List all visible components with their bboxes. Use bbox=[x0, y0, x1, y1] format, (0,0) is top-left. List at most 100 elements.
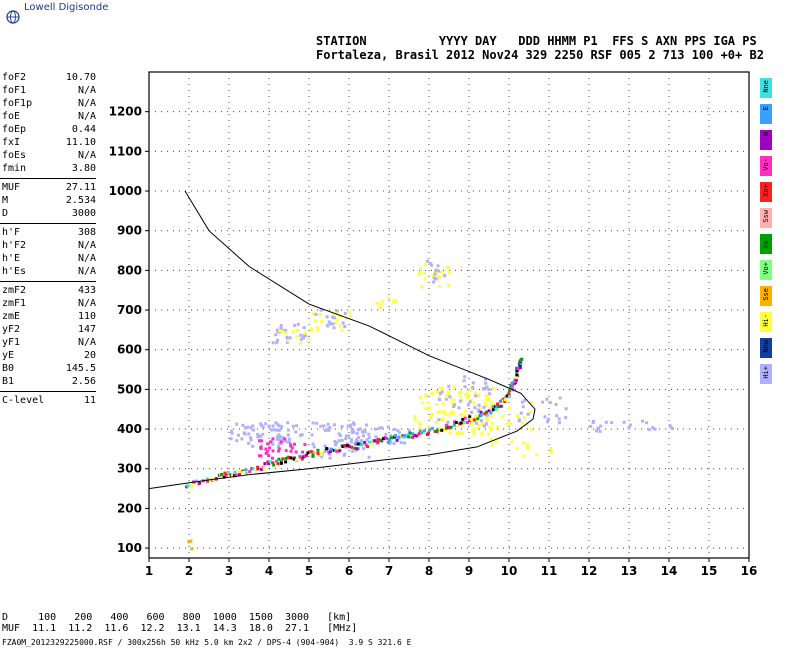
echo-point bbox=[441, 402, 445, 406]
echo-point bbox=[483, 377, 487, 381]
echo-point bbox=[241, 423, 245, 427]
echo-point bbox=[277, 434, 281, 438]
o-trace-point bbox=[376, 437, 380, 441]
param-row: zmE 110 bbox=[0, 311, 96, 324]
o-trace-point bbox=[328, 450, 332, 454]
o-trace-point bbox=[498, 399, 502, 403]
o-trace-point bbox=[224, 473, 228, 477]
echo-point bbox=[478, 406, 482, 410]
echo-point bbox=[391, 300, 395, 304]
o-trace-point bbox=[370, 442, 374, 446]
echo-point bbox=[589, 424, 593, 428]
o-trace-point bbox=[206, 479, 210, 483]
echo-point bbox=[474, 421, 478, 425]
echo-point bbox=[516, 414, 520, 418]
x-tick-label: 12 bbox=[581, 564, 598, 578]
echo-point bbox=[311, 451, 315, 455]
echo-point bbox=[345, 442, 349, 446]
echo-point bbox=[487, 398, 491, 402]
echo-point bbox=[320, 455, 324, 459]
echo-point bbox=[271, 424, 275, 428]
echo-point bbox=[249, 436, 253, 440]
x-tick-label: 16 bbox=[741, 564, 758, 578]
globe-icon bbox=[6, 10, 20, 24]
echo-point bbox=[453, 403, 457, 407]
echo-point bbox=[480, 432, 484, 436]
echo-point bbox=[489, 437, 493, 441]
echo-point bbox=[489, 415, 493, 419]
echo-point bbox=[447, 390, 451, 394]
echo-point bbox=[452, 385, 456, 389]
param-row: yF1 N/A bbox=[0, 337, 96, 350]
echo-point bbox=[244, 426, 248, 430]
o-trace-point bbox=[259, 467, 263, 471]
echo-point bbox=[284, 329, 288, 333]
o-trace-point bbox=[395, 438, 399, 442]
y-tick-label: 900 bbox=[117, 224, 142, 238]
echo-point bbox=[367, 436, 371, 440]
param-name: zmF1 bbox=[2, 298, 27, 309]
file-info-line: FZA0M_2012329225000.RSF / 300x256h 50 kH… bbox=[2, 638, 412, 647]
o-trace-point bbox=[383, 436, 387, 440]
echo-point bbox=[322, 424, 326, 428]
param-row: B0 145.5 bbox=[0, 363, 96, 376]
o-trace-point bbox=[230, 473, 234, 477]
echo-point bbox=[486, 395, 490, 399]
legend-swatch bbox=[760, 208, 772, 228]
o-trace-point bbox=[463, 416, 467, 420]
o-trace-point bbox=[220, 472, 224, 476]
echo-point bbox=[438, 284, 442, 288]
echo-point bbox=[506, 421, 510, 425]
echo-point bbox=[468, 400, 472, 404]
echo-point bbox=[482, 405, 486, 409]
echo-point bbox=[356, 428, 360, 432]
echo-point bbox=[280, 329, 284, 333]
o-trace-point bbox=[411, 432, 415, 436]
echo-point bbox=[558, 396, 562, 400]
o-trace-point bbox=[487, 409, 491, 413]
echo-point bbox=[433, 272, 437, 276]
o-trace-point bbox=[403, 434, 407, 438]
grid bbox=[149, 72, 749, 558]
echo-point bbox=[374, 435, 378, 439]
x-tick-label: 5 bbox=[305, 564, 313, 578]
param-value: 11 bbox=[83, 395, 96, 406]
echo-point bbox=[354, 439, 358, 443]
param-value: N/A bbox=[77, 337, 96, 348]
param-name: M bbox=[2, 195, 9, 206]
echo-point bbox=[477, 403, 481, 407]
echo-point bbox=[432, 276, 436, 280]
legend-swatch bbox=[760, 104, 772, 124]
echo-point bbox=[270, 428, 274, 432]
o-trace-point bbox=[311, 454, 315, 458]
o-trace-point bbox=[266, 460, 270, 464]
echo-point bbox=[442, 410, 446, 414]
echo-point bbox=[469, 398, 473, 402]
echo-point bbox=[276, 423, 280, 427]
echo-point bbox=[286, 440, 290, 444]
echo-point bbox=[435, 403, 439, 407]
o-trace-point bbox=[449, 425, 453, 429]
echo-point bbox=[267, 424, 271, 428]
x-axis: 1 2 3 4 5 6 7 8 9 10 11 12 13 14 15 16 bbox=[145, 558, 758, 578]
o-trace-point bbox=[233, 470, 237, 474]
echo-point bbox=[487, 392, 491, 396]
echo-point bbox=[458, 413, 462, 417]
echo-point bbox=[447, 271, 451, 275]
o-trace-point bbox=[338, 449, 342, 453]
echo-point bbox=[338, 434, 342, 438]
echo-point bbox=[430, 412, 434, 416]
echo-point bbox=[557, 421, 561, 425]
echo-point bbox=[413, 418, 417, 422]
o-trace-point bbox=[408, 431, 412, 435]
echo-point bbox=[260, 439, 264, 443]
o-trace-point bbox=[483, 412, 487, 416]
y-axis: 100 200 300 400 500 600 700 800 900 1000 1100 1200 bbox=[109, 105, 149, 555]
echo-point bbox=[315, 421, 319, 425]
echo-point bbox=[429, 416, 433, 420]
o-trace-point bbox=[363, 440, 367, 444]
echo-point bbox=[604, 420, 608, 424]
param-row: zmF1 N/A bbox=[0, 298, 96, 311]
o-trace-point bbox=[399, 433, 403, 437]
param-name: h'F2 bbox=[2, 240, 27, 251]
